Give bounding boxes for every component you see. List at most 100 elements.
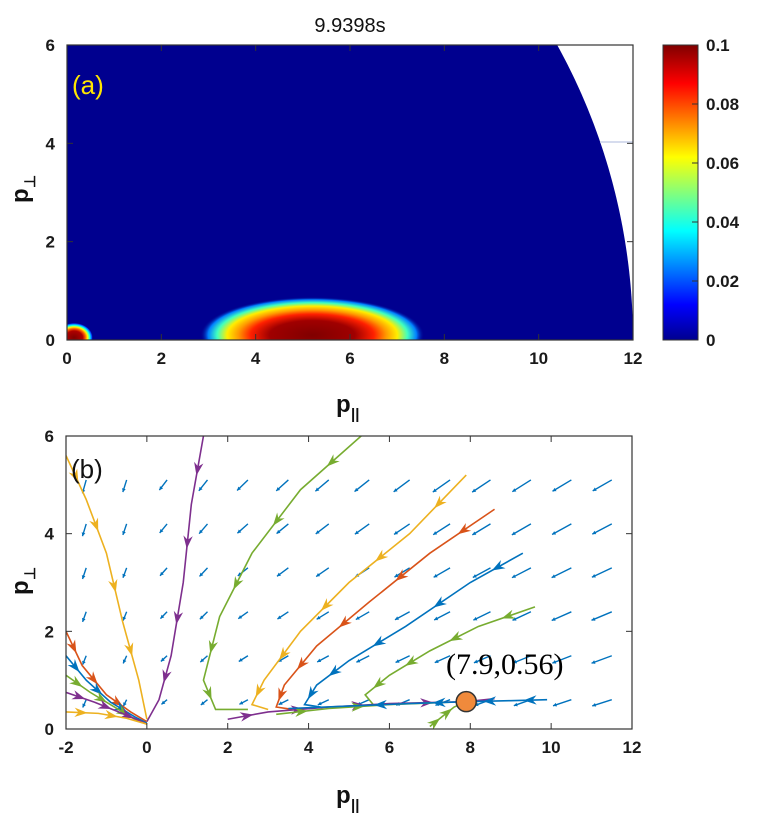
quiver-arrowhead (276, 487, 281, 491)
quiver-arrow (511, 479, 532, 493)
streamline-arrowhead (239, 712, 254, 722)
ylabel-main: p (7, 580, 34, 595)
streamline-arrowhead (89, 517, 99, 532)
quiver-arrowhead (198, 486, 203, 491)
streamline-arrowhead (483, 696, 497, 706)
quiver-arrowhead (82, 703, 86, 708)
streamline-arrowhead (173, 610, 184, 625)
y-tick-label: 0 (45, 720, 54, 739)
quiver-arrowhead (160, 571, 164, 576)
streamline-arrowhead (373, 676, 387, 689)
ylabel-sub: ⊥ (22, 175, 39, 188)
quiver-arrowhead (81, 532, 86, 537)
quiver-arrowhead (122, 573, 127, 578)
quiver-arrowhead (237, 529, 242, 534)
x-tick-label: 0 (62, 349, 71, 368)
quiver-arrowhead (592, 703, 597, 707)
quiver-arrowhead (393, 488, 398, 492)
quiver-arrowhead (81, 617, 86, 622)
quiver-arrow (471, 523, 491, 536)
streamline-arrowhead (294, 707, 308, 717)
quiver-arrowhead (552, 531, 557, 535)
quiver-arrowhead (200, 658, 205, 663)
streamline-arrowhead (233, 575, 244, 590)
quiver-arrowhead (591, 617, 596, 621)
quiver-arrowhead (159, 486, 164, 491)
quiver-arrowhead (316, 615, 321, 620)
quiver-arrowhead (472, 488, 477, 493)
colorbar-tick-label: 0.06 (706, 154, 739, 173)
heatmap-main-peak (200, 296, 425, 340)
quiver-arrowhead (432, 488, 437, 493)
quiver-arrowhead (473, 659, 478, 664)
quiver-arrow (591, 655, 613, 664)
streamline-arrowhead (272, 512, 285, 526)
ylabel-main: p (7, 188, 34, 203)
panel-a-label: (a) (72, 70, 104, 100)
xlabel-sub: || (351, 797, 359, 814)
quiver-arrowhead (354, 487, 359, 492)
quiver-arrow (551, 567, 572, 579)
streamline-arrowhead (523, 695, 537, 705)
y-tick-label: 2 (45, 622, 54, 641)
x-tick-label: 2 (157, 349, 166, 368)
quiver-arrowhead (316, 573, 321, 577)
streamline-arrowhead (338, 615, 352, 628)
quiver-arrowhead (315, 487, 320, 492)
x-tick-label: 8 (440, 349, 449, 368)
quiver-arrowhead (160, 657, 165, 662)
streamline (66, 630, 148, 723)
quiver-arrowhead (433, 531, 438, 535)
streamline-arrowhead (491, 560, 506, 571)
quiver-arrowhead (81, 575, 86, 580)
streamline-arrowhead (433, 596, 447, 608)
quiver-arrowhead (551, 574, 556, 578)
streamline (275, 508, 495, 711)
quiver-arrowhead (239, 700, 244, 705)
panel-b-xlabel: p || (336, 782, 359, 814)
streamline-arrowhead (93, 691, 108, 703)
streamline-arrowhead (71, 690, 86, 700)
colorbar-tick-label: 0.04 (706, 213, 740, 232)
x-tick-label: 0 (142, 738, 151, 757)
streamline-arrowhead (426, 718, 441, 729)
quiver-arrowhead (512, 488, 517, 492)
streamline-arrowhead (119, 708, 134, 719)
streamline (250, 474, 467, 711)
panel-a-title: 9.9398s (314, 15, 385, 37)
streamline-arrowhead (405, 655, 419, 666)
quiver-arrow (552, 479, 572, 492)
x-tick-label: 10 (529, 349, 548, 368)
xlabel-main: p (336, 391, 351, 418)
streamline-arrowhead (68, 468, 79, 483)
streamline-arrowhead (372, 635, 387, 647)
quiver-arrowhead (199, 615, 204, 620)
streamline-arrowhead (124, 642, 134, 657)
streamline-arrowhead (97, 699, 112, 710)
ylabel-sub: ⊥ (22, 567, 39, 580)
streamline-arrowhead (74, 707, 88, 717)
quiver-arrowhead (592, 530, 597, 535)
quiver-arrowhead (122, 659, 127, 664)
quiver-arrowhead (513, 659, 518, 664)
quiver-arrowhead (123, 702, 127, 707)
streamline (202, 436, 362, 711)
quiver-arrowhead (238, 615, 243, 619)
quiver-arrowhead (277, 615, 282, 620)
x-tick-label: 2 (223, 738, 232, 757)
quiver-arrowhead (591, 660, 596, 664)
quiver-arrowhead (356, 658, 361, 663)
streamline-arrowhead (85, 671, 98, 685)
streamline-arrowhead (457, 523, 472, 535)
quiver-arrow (591, 523, 613, 535)
streamline-arrowhead (373, 699, 388, 710)
quiver-arrow (471, 479, 491, 493)
y-tick-label: 4 (45, 525, 55, 544)
quiver-arrowhead (513, 702, 518, 707)
streamline-arrowhead (255, 683, 266, 698)
streamline-arrowhead (108, 578, 118, 593)
heatmap-low-energy-peak (67, 322, 93, 340)
quiver-arrowhead (394, 616, 399, 620)
quiver-arrow (511, 523, 532, 536)
